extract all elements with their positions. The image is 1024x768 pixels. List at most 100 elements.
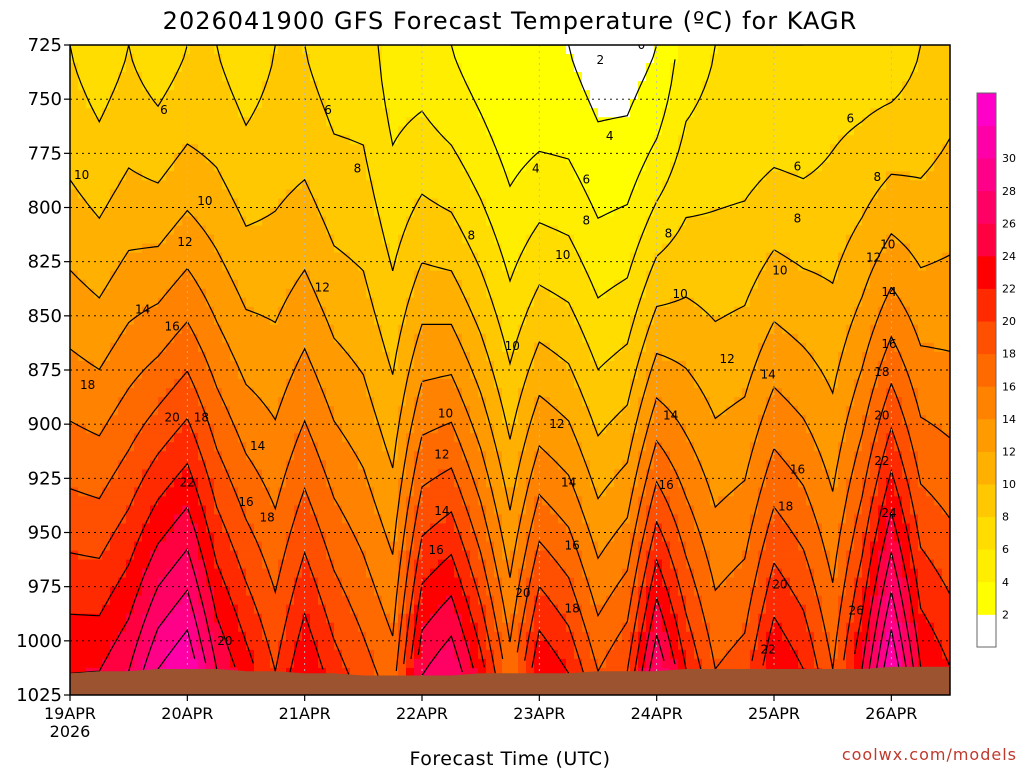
- field-cell: [558, 622, 567, 633]
- field-cell: [502, 568, 511, 579]
- field-cell: [542, 54, 551, 64]
- field-cell: [374, 424, 383, 434]
- field-cell: [510, 279, 519, 290]
- field-cell: [326, 216, 335, 227]
- field-cell: [246, 360, 255, 371]
- field-cell: [326, 667, 335, 678]
- field-cell: [246, 478, 255, 488]
- field-cell: [238, 559, 247, 570]
- field-cell: [310, 532, 319, 543]
- field-cell: [78, 216, 87, 227]
- field-cell: [190, 577, 199, 588]
- field-cell: [126, 144, 135, 154]
- field-cell: [142, 406, 151, 416]
- field-cell: [606, 595, 615, 606]
- field-cell: [342, 180, 351, 191]
- field-cell: [374, 315, 383, 326]
- field-cell: [510, 496, 519, 507]
- field-cell: [366, 108, 375, 118]
- field-cell: [470, 225, 479, 236]
- field-cell: [606, 451, 615, 461]
- field-cell: [542, 586, 551, 597]
- field-cell: [70, 460, 79, 470]
- field-cell: [102, 622, 111, 633]
- field-cell: [462, 144, 471, 154]
- field-cell: [422, 72, 431, 82]
- field-cell: [334, 667, 343, 678]
- field-cell: [182, 171, 191, 182]
- field-cell: [278, 595, 287, 606]
- field-cell: [510, 360, 519, 371]
- field-cell: [614, 270, 623, 281]
- field-cell: [94, 640, 103, 651]
- field-cell: [486, 198, 495, 209]
- field-cell: [446, 351, 455, 362]
- field-cell: [286, 117, 295, 127]
- field-cell: [502, 252, 511, 263]
- field-cell: [494, 351, 503, 362]
- field-cell: [374, 631, 383, 642]
- field-cell: [590, 72, 599, 82]
- field-cell: [182, 81, 191, 91]
- field-cell: [230, 478, 239, 488]
- field-cell: [78, 180, 87, 191]
- field-cell: [134, 288, 143, 299]
- field-cell: [126, 117, 135, 127]
- field-cell: [302, 333, 311, 344]
- field-cell: [278, 406, 287, 416]
- field-cell: [334, 153, 343, 163]
- field-cell: [334, 81, 343, 91]
- field-cell: [310, 451, 319, 461]
- field-cell: [158, 225, 167, 236]
- field-cell: [430, 243, 439, 254]
- field-cell: [470, 99, 479, 109]
- field-cell: [406, 532, 415, 543]
- field-cell: [606, 640, 615, 651]
- field-cell: [118, 478, 127, 488]
- field-cell: [406, 72, 415, 82]
- field-cell: [454, 135, 463, 145]
- field-cell: [382, 99, 391, 109]
- field-cell: [494, 649, 503, 660]
- field-cell: [574, 541, 583, 552]
- field-cell: [382, 460, 391, 470]
- field-cell: [446, 451, 455, 461]
- field-cell: [94, 225, 103, 236]
- field-cell: [350, 667, 359, 678]
- field-cell: [390, 171, 399, 182]
- field-cell: [254, 424, 263, 434]
- field-cell: [334, 279, 343, 290]
- field-cell: [414, 640, 423, 651]
- field-cell: [526, 54, 535, 64]
- field-cell: [382, 324, 391, 335]
- field-cell: [590, 514, 599, 525]
- field-cell: [310, 559, 319, 570]
- field-cell: [302, 306, 311, 317]
- field-cell: [430, 189, 439, 200]
- field-cell: [182, 333, 191, 344]
- field-cell: [598, 270, 607, 281]
- field-cell: [126, 388, 135, 398]
- field-cell: [606, 604, 615, 615]
- field-cell: [446, 613, 455, 624]
- field-cell: [278, 360, 287, 371]
- field-cell: [558, 135, 567, 145]
- field-cell: [174, 370, 183, 380]
- field-cell: [438, 234, 447, 245]
- field-cell: [334, 270, 343, 281]
- field-cell: [422, 631, 431, 642]
- field-cell: [334, 613, 343, 624]
- field-cell: [598, 153, 607, 163]
- field-cell: [270, 225, 279, 236]
- field-cell: [446, 297, 455, 308]
- field-cell: [398, 144, 407, 154]
- field-cell: [278, 180, 287, 191]
- field-cell: [358, 279, 367, 290]
- field-cell: [542, 523, 551, 534]
- field-cell: [422, 108, 431, 118]
- field-cell: [206, 117, 215, 127]
- field-cell: [486, 54, 495, 64]
- field-cell: [142, 261, 151, 272]
- field-cell: [486, 144, 495, 154]
- field-cell: [518, 532, 527, 543]
